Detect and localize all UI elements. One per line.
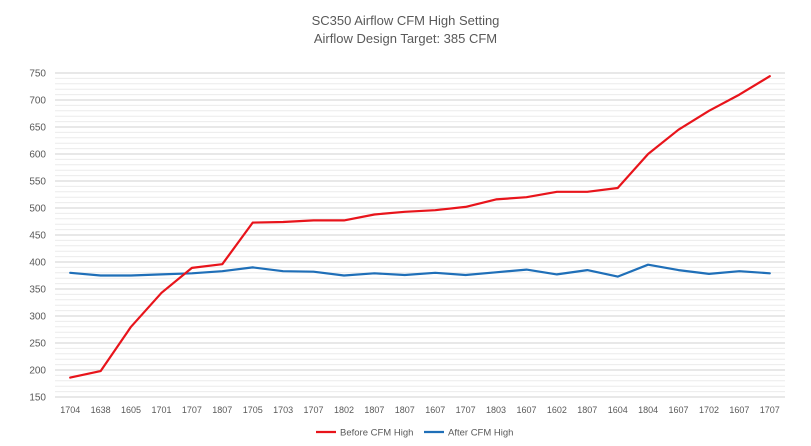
y-tick-label: 150 [29, 393, 46, 404]
y-tick-label: 250 [29, 339, 46, 350]
x-tick-label: 1704 [60, 405, 80, 415]
x-tick-label: 1607 [729, 405, 749, 415]
x-tick-label: 1804 [638, 405, 658, 415]
x-tick-label: 1702 [699, 405, 719, 415]
y-tick-label: 300 [29, 312, 46, 323]
series-line-after-cfm-high [69, 263, 771, 278]
x-tick-label: 1605 [121, 405, 141, 415]
x-tick-label: 1803 [486, 405, 506, 415]
y-tick-label: 600 [29, 150, 46, 161]
chart-title: SC350 Airflow CFM High Setting [311, 13, 500, 28]
x-tick-label: 1707 [304, 405, 324, 415]
y-tick-label: 550 [29, 177, 46, 188]
x-tick-label: 1607 [425, 405, 445, 415]
chart-subtitle: Airflow Design Target: 385 CFM [313, 31, 498, 46]
y-tick-label: 350 [29, 285, 46, 296]
y-tick-label: 650 [29, 123, 46, 134]
x-tick-label: 1807 [212, 405, 232, 415]
x-tick-label: 1607 [516, 405, 536, 415]
x-tick-label: 1807 [364, 405, 384, 415]
y-tick-label: 750 [29, 69, 46, 80]
x-tick-label: 1638 [91, 405, 111, 415]
x-tick-label: 1807 [395, 405, 415, 415]
x-tick-label: 1602 [547, 405, 567, 415]
y-tick-label: 450 [29, 231, 46, 242]
y-tick-label: 500 [29, 204, 46, 215]
y-tick-label: 200 [29, 366, 46, 377]
x-tick-label: 1705 [243, 405, 263, 415]
y-tick-label: 700 [29, 96, 46, 107]
x-tick-label: 1707 [456, 405, 476, 415]
x-tick-label: 1807 [577, 405, 597, 415]
series-line-before-cfm-high [69, 75, 771, 379]
x-tick-label: 1607 [669, 405, 689, 415]
x-tick-label: 1604 [608, 405, 628, 415]
legend-label: Before CFM High [340, 428, 413, 439]
y-tick-label: 400 [29, 258, 46, 269]
x-tick-label: 1707 [182, 405, 202, 415]
x-tick-label: 1802 [334, 405, 354, 415]
x-tick-label: 1703 [273, 405, 293, 415]
legend-label: After CFM High [448, 428, 513, 439]
x-tick-label: 1707 [760, 405, 780, 415]
x-tick-label: 1701 [151, 405, 171, 415]
